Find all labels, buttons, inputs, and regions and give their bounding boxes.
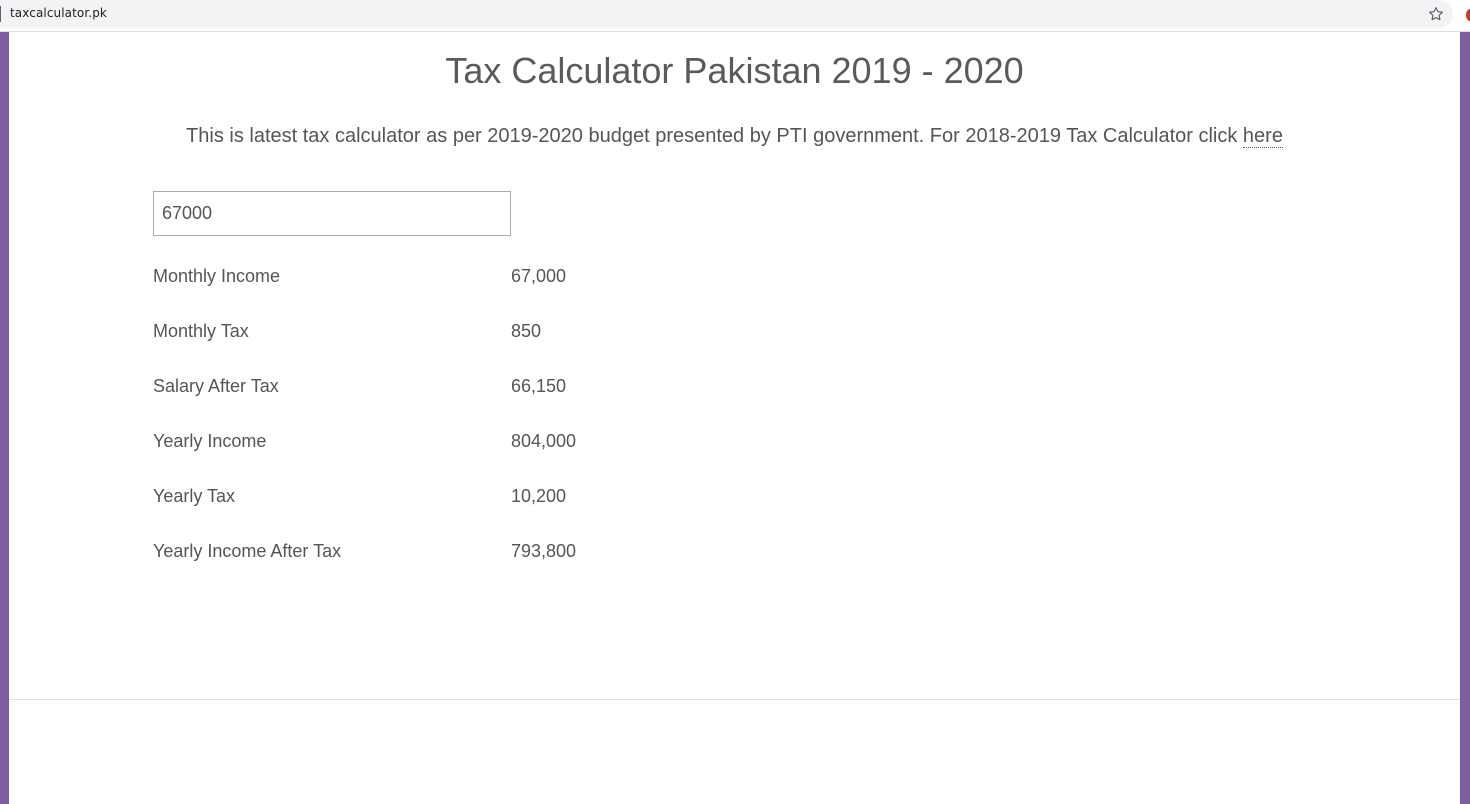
result-label: Yearly Tax [153,486,236,506]
result-value: 66,150 [511,376,567,396]
result-value: 793,800 [511,541,577,561]
address-bar[interactable]: taxcalculator.pk [0,0,1453,28]
result-row-yearly-tax: Yearly Tax 10,200 [153,483,853,538]
previous-calculator-link[interactable]: here [1242,125,1283,148]
monthly-income-input[interactable] [153,191,511,236]
result-row-salary-after-tax: Salary After Tax 66,150 [153,373,853,428]
browser-toolbar: taxcalculator.pk [0,0,1470,32]
page-content: Tax Calculator Pakistan 2019 - 2020 This… [9,32,1460,804]
result-label: Monthly Tax [153,321,249,341]
result-value: 804,000 [511,431,577,451]
page-border-left [0,32,9,804]
result-row-yearly-income-after-tax: Yearly Income After Tax 793,800 [153,538,853,593]
result-label: Salary After Tax [153,376,279,396]
intro-paragraph: This is latest tax calculator as per 201… [9,124,1460,148]
result-row-yearly-income: Yearly Income 804,000 [153,428,853,483]
url-text[interactable]: taxcalculator.pk [10,6,107,20]
tax-results: Monthly Income 67,000 Monthly Tax 850 Sa… [153,263,853,593]
result-value: 850 [511,321,542,341]
result-value: 67,000 [511,266,567,286]
extension-icon[interactable] [1466,9,1470,21]
footer-divider [9,699,1460,700]
result-row-monthly-tax: Monthly Tax 850 [153,318,853,373]
result-label: Monthly Income [153,266,281,286]
bookmark-star-icon[interactable] [1427,5,1445,23]
page-title: Tax Calculator Pakistan 2019 - 2020 [445,50,1024,91]
result-label: Yearly Income After Tax [153,541,342,561]
result-row-monthly-income: Monthly Income 67,000 [153,263,853,318]
result-value: 10,200 [511,486,567,506]
intro-text: This is latest tax calculator as per 201… [186,125,1243,147]
page-border-right [1460,32,1470,804]
result-label: Yearly Income [153,431,267,451]
